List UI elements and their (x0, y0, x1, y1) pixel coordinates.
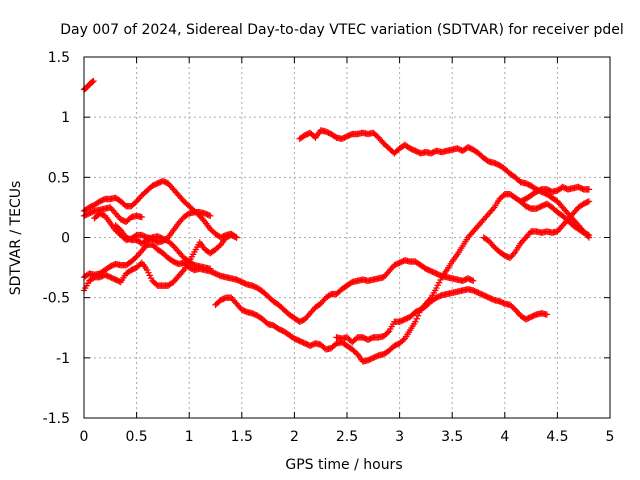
data-point (233, 234, 240, 241)
x-tick-label: 2.5 (336, 429, 358, 445)
x-tick-label: 1.5 (231, 429, 253, 445)
data-point (412, 318, 419, 325)
x-tick-labels: 0 0.5 1 1.5 2 2.5 3 3.5 4 4.5 5 (80, 429, 615, 445)
interpolated-point (584, 198, 591, 206)
grid (84, 57, 610, 418)
interpolated-point (89, 78, 96, 85)
interpolated-point (468, 277, 476, 284)
data-point (543, 311, 551, 318)
interpolated-point (179, 268, 186, 275)
series-arc-10 (333, 286, 551, 346)
series-arc-1 (80, 77, 97, 93)
series-layer (80, 77, 593, 365)
ticks (83, 56, 611, 419)
x-tick-label: 1 (185, 429, 194, 445)
series-arc-3 (80, 204, 146, 226)
y-tick-label: 0 (61, 231, 70, 247)
x-tick-label: 4 (500, 429, 509, 445)
interpolated-point (489, 205, 497, 213)
y-tick-label: -1 (56, 351, 70, 367)
x-tick-label: 3.5 (441, 429, 463, 445)
series-arc-11 (480, 198, 593, 262)
data-point (470, 277, 477, 285)
data-point (138, 213, 146, 221)
y-tick-labels: -1.5 -1 -0.5 0 0.5 1 1.5 (43, 50, 70, 427)
y-tick-label: 1.5 (48, 50, 70, 66)
data-point (207, 265, 214, 272)
series-arc-2 (80, 177, 240, 241)
y-tick-label: 1 (61, 110, 70, 126)
y-tick-label: -1.5 (43, 411, 70, 427)
interpolated-point (413, 315, 420, 322)
interpolated-point (584, 232, 591, 240)
series-arc-7 (112, 222, 214, 272)
interpolated-point (384, 329, 391, 336)
series-arc-9 (296, 127, 593, 241)
x-tick-label: 0 (80, 429, 89, 445)
y-tick-label: 0.5 (48, 170, 70, 186)
x-tick-label: 4.5 (546, 429, 568, 445)
x-tick-label: 2 (290, 429, 299, 445)
chart-title: Day 007 of 2024, Sidereal Day-to-day VTE… (60, 22, 624, 38)
interpolated-point (205, 212, 213, 219)
y-axis-label: SDTVAR / TECUs (8, 181, 24, 296)
data-point (585, 186, 593, 193)
data-point (207, 212, 214, 220)
data-point (585, 234, 593, 241)
x-tick-label: 0.5 (125, 429, 147, 445)
data-point (90, 77, 97, 85)
y-tick-label: -0.5 (43, 291, 70, 307)
series-arc-12 (517, 183, 593, 205)
interpolated-point (200, 217, 207, 224)
interpolated-point (510, 250, 518, 257)
interpolated-point (400, 336, 407, 343)
x-tick-label: 3 (395, 429, 404, 445)
interpolated-point (232, 233, 239, 241)
x-tick-label: 5 (606, 429, 615, 445)
data-point (585, 198, 593, 205)
x-axis-label: GPS time / hours (285, 457, 402, 473)
